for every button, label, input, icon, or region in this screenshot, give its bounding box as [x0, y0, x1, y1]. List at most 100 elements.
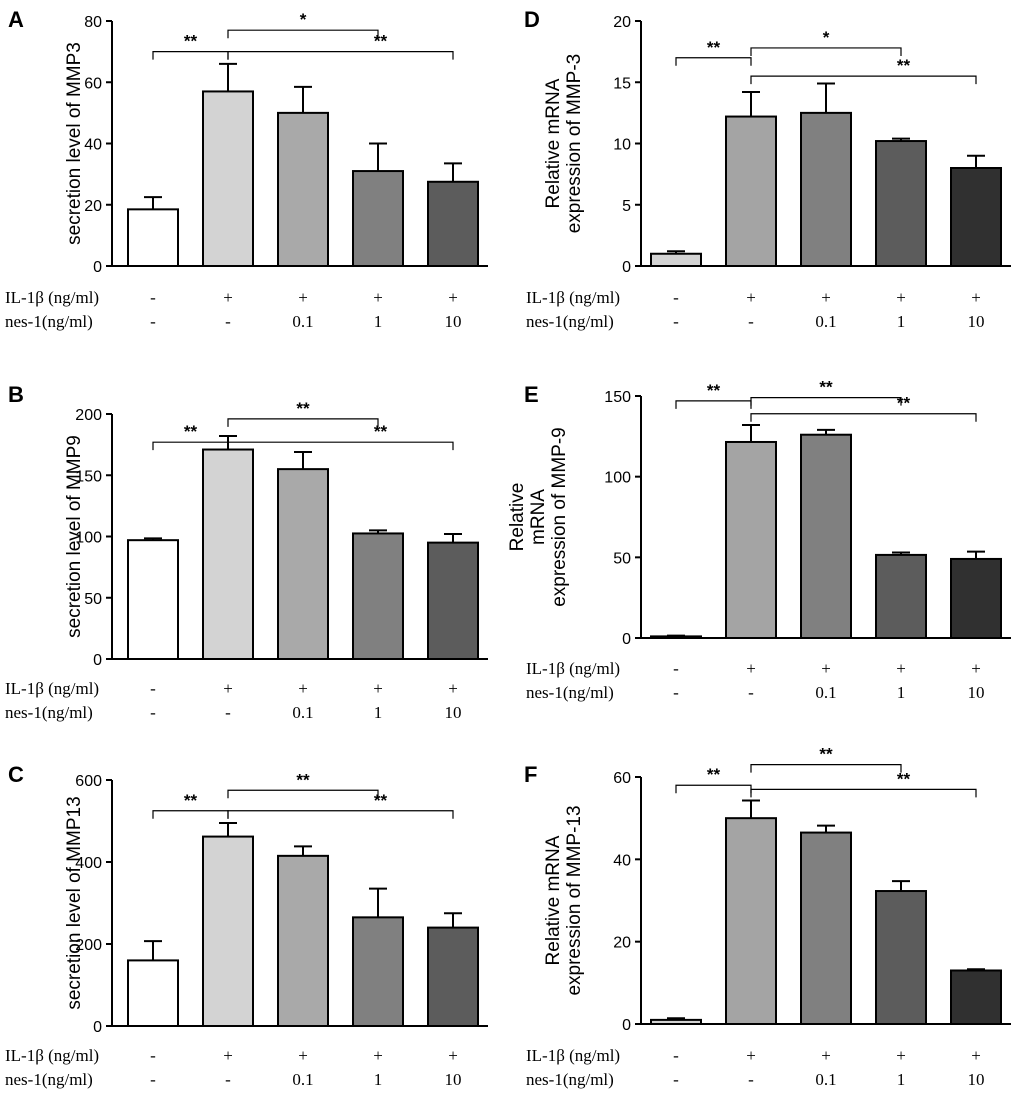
- nes1-row-label: nes-1(ng/ml): [5, 703, 93, 722]
- chart-panel-b: B 0 50 100 150 200 secretion level of MMP9 ** **…: [5, 382, 488, 722]
- y-axis-label: secretion level of MMP9: [64, 435, 85, 638]
- bar: [202, 835, 254, 1028]
- bar: [427, 926, 479, 1027]
- nes1-value: -: [748, 683, 754, 702]
- significance-bracket: [750, 397, 902, 406]
- il1b-value: -: [673, 659, 679, 678]
- il1b-value: +: [298, 679, 308, 698]
- significance-label: **: [184, 791, 198, 810]
- significance-bracket: [750, 764, 902, 773]
- nes1-value: 0.1: [292, 1070, 313, 1089]
- nes1-value: -: [150, 312, 156, 331]
- nes1-value: -: [673, 683, 679, 702]
- significance-label: **: [707, 381, 721, 400]
- significance-label: **: [184, 422, 198, 441]
- y-axis-label: expression of MMP-3: [564, 54, 585, 234]
- y-tick-label: 0: [622, 259, 631, 276]
- y-tick-label: 60: [613, 770, 631, 787]
- y-axis-label: Relative mRNA: [543, 835, 564, 965]
- y-tick-label: 100: [75, 530, 102, 547]
- y-tick-label: 5: [622, 198, 631, 215]
- y-axis-label: Relative mRNA: [543, 78, 564, 208]
- bar: [950, 969, 1002, 1026]
- y-tick-label: 150: [604, 389, 631, 406]
- bar: [725, 440, 777, 640]
- nes1-value: -: [225, 703, 231, 722]
- il1b-value: +: [746, 288, 756, 307]
- chart-panel-d: D 0 5 10 15 20 Relative mRNA expression of MMP-…: [524, 7, 1011, 331]
- bar: [950, 557, 1002, 639]
- significance-label: *: [300, 10, 307, 29]
- bar: [650, 252, 702, 267]
- significance-label: **: [374, 32, 388, 51]
- significance-bracket: [227, 418, 379, 427]
- y-tick-label: 50: [84, 591, 102, 608]
- y-tick-label: 40: [613, 852, 631, 869]
- significance-label: *: [823, 28, 830, 47]
- bar: [352, 532, 404, 660]
- nes1-value: 10: [968, 1070, 985, 1089]
- il1b-value: +: [448, 1046, 458, 1065]
- nes1-value: 1: [374, 1070, 383, 1089]
- y-tick-label: 0: [93, 652, 102, 669]
- il1b-value: +: [746, 1046, 756, 1065]
- y-tick-label: 0: [93, 259, 102, 276]
- y-tick-label: 200: [75, 407, 102, 424]
- bar: [427, 541, 479, 660]
- il1b-value: +: [448, 679, 458, 698]
- significance-label: **: [374, 422, 388, 441]
- bar: [127, 208, 179, 267]
- y-tick-label: 400: [75, 855, 102, 872]
- nes1-value: 0.1: [815, 683, 836, 702]
- panel-letter: B: [8, 382, 24, 407]
- bar: [650, 635, 702, 639]
- nes1-row-label: nes-1(ng/ml): [5, 312, 93, 331]
- nes1-value: 10: [445, 1070, 462, 1089]
- il1b-value: -: [150, 679, 156, 698]
- nes1-value: 0.1: [815, 312, 836, 331]
- il1b-value: +: [298, 288, 308, 307]
- nes1-row-label: nes-1(ng/ml): [5, 1070, 93, 1089]
- bar: [725, 115, 777, 267]
- nes1-value: -: [673, 1070, 679, 1089]
- bar: [875, 553, 927, 639]
- il1b-row-label: IL-1β (ng/ml): [5, 679, 99, 698]
- nes1-value: 1: [897, 683, 906, 702]
- significance-bracket: [750, 75, 977, 85]
- il1b-value: +: [896, 288, 906, 307]
- y-tick-label: 0: [622, 1017, 631, 1034]
- bar: [127, 539, 179, 660]
- significance-bracket: [227, 789, 379, 799]
- nes1-value: -: [150, 1070, 156, 1089]
- bar: [202, 448, 254, 660]
- bar: [800, 111, 852, 267]
- nes1-value: 1: [374, 703, 383, 722]
- il1b-row-label: IL-1β (ng/ml): [526, 659, 620, 678]
- significance-bracket: [227, 810, 454, 819]
- bar: [875, 140, 927, 267]
- nes1-value: 0.1: [292, 312, 313, 331]
- il1b-value: +: [373, 679, 383, 698]
- significance-bracket: [152, 51, 229, 60]
- y-axis-label: expression of MMP-9: [549, 427, 570, 607]
- y-tick-label: 0: [93, 1019, 102, 1036]
- significance-bracket: [227, 29, 379, 39]
- panel-letter: A: [8, 7, 24, 32]
- significance-bracket: [227, 51, 454, 60]
- significance-label: **: [819, 745, 833, 764]
- bar: [352, 916, 404, 1027]
- nes1-value: 10: [445, 703, 462, 722]
- panel-letter: E: [524, 382, 539, 407]
- y-tick-label: 10: [613, 137, 631, 154]
- il1b-value: +: [971, 1046, 981, 1065]
- significance-bracket: [750, 413, 977, 422]
- nes1-value: 1: [897, 312, 906, 331]
- nes1-row-label: nes-1(ng/ml): [526, 1070, 614, 1089]
- nes1-value: -: [225, 1070, 231, 1089]
- y-tick-label: 600: [75, 773, 102, 790]
- nes1-value: 0.1: [815, 1070, 836, 1089]
- il1b-value: +: [373, 288, 383, 307]
- il1b-value: +: [821, 1046, 831, 1065]
